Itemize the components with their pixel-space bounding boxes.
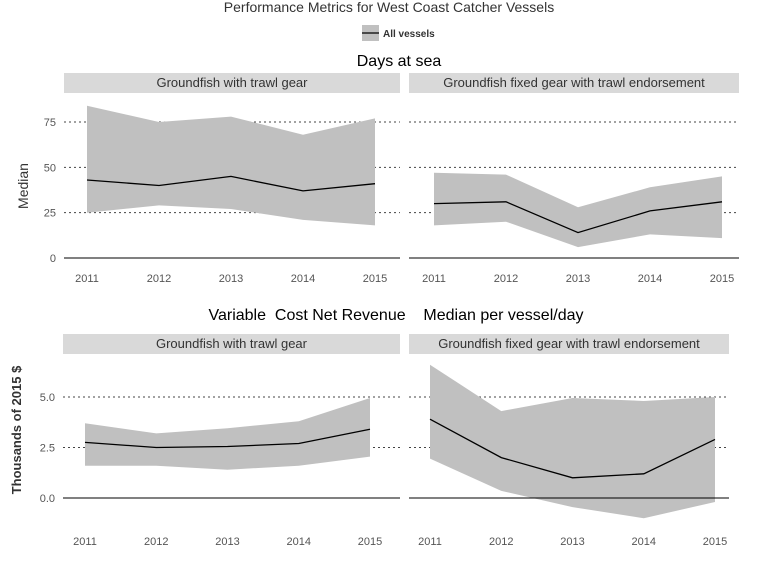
facet-title: Groundfish with trawl gear xyxy=(156,336,308,351)
x-tick-label: 2013 xyxy=(215,536,239,548)
median-line xyxy=(433,201,723,234)
median-line xyxy=(84,428,371,449)
y-tick-label: 25 xyxy=(44,208,56,220)
facet-panel-3: Groundfish with trawl gear 0.0 2.5 5.0 2011 2… xyxy=(40,334,400,548)
section-label-days-at-sea: Days at sea xyxy=(357,53,442,70)
range-band xyxy=(85,398,370,470)
x-tick-label: 2015 xyxy=(710,273,734,285)
x-tick-label: 2015 xyxy=(358,536,382,548)
x-tick-label: 2012 xyxy=(489,536,513,548)
y-tick-label: 2.5 xyxy=(40,443,55,455)
facet-strip xyxy=(64,73,400,93)
x-tick-label: 2014 xyxy=(287,536,311,548)
y-axis-label-thousands: Thousands of 2015 $ xyxy=(9,365,24,494)
x-tick-label: 2013 xyxy=(560,536,584,548)
x-tick-label: 2013 xyxy=(219,273,243,285)
legend-label: All vessels xyxy=(383,29,435,40)
figure-title: Performance Metrics for West Coast Catch… xyxy=(224,0,554,15)
x-tick-label: 2012 xyxy=(144,536,168,548)
median-line xyxy=(429,418,716,479)
y-tick-label: 0 xyxy=(50,253,56,265)
range-band xyxy=(430,364,715,519)
x-tick-label: 2014 xyxy=(291,273,315,285)
x-tick-label: 2012 xyxy=(147,273,171,285)
y-axis-label-median: Median xyxy=(15,163,31,209)
x-tick-label: 2014 xyxy=(638,273,662,285)
range-band xyxy=(434,172,722,248)
x-tick-label: 2011 xyxy=(418,536,442,548)
x-tick-label: 2011 xyxy=(75,273,99,285)
x-tick-label: 2014 xyxy=(632,536,656,548)
x-tick-label: 2011 xyxy=(73,536,97,548)
facet-title: Groundfish fixed gear with trawl endorse… xyxy=(443,75,705,90)
x-tick-label: 2015 xyxy=(703,536,727,548)
y-tick-label: 50 xyxy=(44,162,56,174)
median-line xyxy=(86,175,376,192)
y-tick-label: 5.0 xyxy=(40,392,55,404)
y-tick-label: 75 xyxy=(44,117,56,129)
facet-title: Groundfish fixed gear with trawl endorse… xyxy=(438,336,700,351)
legend: All vessels xyxy=(362,25,435,41)
range-band xyxy=(87,105,375,226)
facet-strip xyxy=(409,334,729,354)
facet-strip xyxy=(63,334,400,354)
x-tick-label: 2013 xyxy=(566,273,590,285)
facet-title: Groundfish with trawl gear xyxy=(156,75,308,90)
section-label-net-revenue: Variable Cost Net Revenue Median per ves… xyxy=(208,307,583,324)
x-tick-label: 2015 xyxy=(363,273,387,285)
x-tick-label: 2011 xyxy=(422,273,446,285)
facet-panel-1: Groundfish with trawl gear 0 25 50 75 2011 201… xyxy=(44,73,400,285)
facet-panel-4: Groundfish fixed gear with trawl endorse… xyxy=(409,334,729,548)
facet-panel-2: Groundfish fixed gear with trawl endorse… xyxy=(409,73,739,285)
y-tick-label: 0.0 xyxy=(40,493,55,505)
facet-strip xyxy=(409,73,739,93)
x-tick-label: 2012 xyxy=(494,273,518,285)
